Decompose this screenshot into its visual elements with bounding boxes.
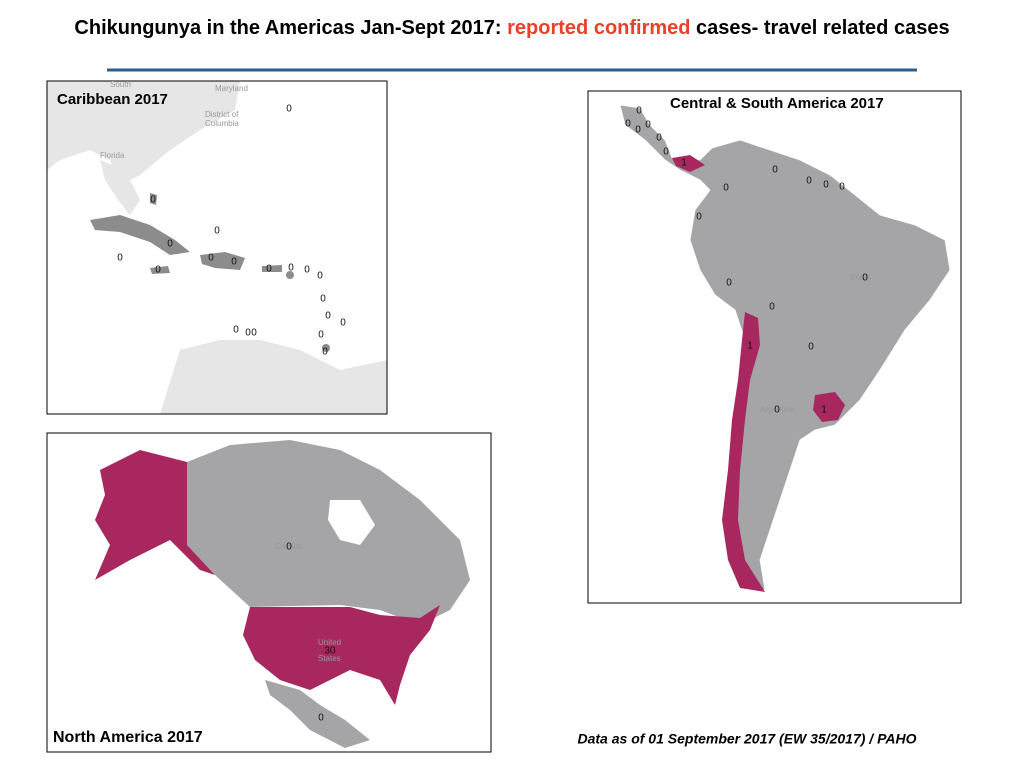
case-count: 0 <box>808 342 814 353</box>
south-america-map <box>587 90 962 604</box>
case-count: 0 <box>645 120 651 131</box>
place-name: South <box>110 80 131 89</box>
case-count: 0 <box>251 328 257 339</box>
place-name: Columbia <box>205 119 239 128</box>
place-name: United <box>318 638 341 647</box>
case-count: 0 <box>288 263 294 274</box>
case-count: 0 <box>318 713 324 724</box>
case-count: 0 <box>150 195 156 206</box>
case-count: 0 <box>214 226 220 237</box>
case-count: 0 <box>286 542 292 553</box>
panel-title: Caribbean 2017 <box>57 91 168 108</box>
place-name: Brazil <box>850 273 870 282</box>
case-count: 0 <box>155 265 161 276</box>
case-count: 0 <box>117 253 123 264</box>
case-count: 0 <box>317 271 323 282</box>
case-count: 0 <box>636 106 642 117</box>
case-count: 0 <box>167 239 173 250</box>
case-count: 0 <box>286 104 292 115</box>
case-count: 0 <box>233 325 239 336</box>
case-count: 0 <box>304 265 310 276</box>
caribbean-map <box>46 80 388 415</box>
case-count: 0 <box>772 165 778 176</box>
place-name: States <box>318 654 341 663</box>
case-count: 0 <box>266 264 272 275</box>
case-count: 0 <box>862 273 868 284</box>
case-count: 0 <box>656 133 662 144</box>
case-count: 0 <box>322 347 328 358</box>
place-name: Canada <box>275 542 304 551</box>
place-name: Argentina <box>760 405 795 414</box>
case-count: 0 <box>774 405 780 416</box>
case-count: 0 <box>318 330 324 341</box>
case-count: 30 <box>324 646 336 657</box>
place-name: Maryland <box>215 84 248 93</box>
footnote: Data as of 01 September 2017 (EW 35/2017… <box>578 731 917 747</box>
case-count: 0 <box>625 119 631 130</box>
case-count: 0 <box>231 257 237 268</box>
panel-frame <box>46 80 388 415</box>
panel-title: Central & South America 2017 <box>670 95 884 112</box>
case-count: 1 <box>681 158 687 169</box>
case-count: 0 <box>769 302 775 313</box>
case-count: 0 <box>340 318 346 329</box>
case-count: 0 <box>839 182 845 193</box>
case-count: 0 <box>806 176 812 187</box>
case-count: 1 <box>747 341 753 352</box>
case-count: 1 <box>821 405 827 416</box>
case-count: 0 <box>726 278 732 289</box>
place-name: District of <box>205 110 239 119</box>
title-highlight: reported confirmed <box>507 17 690 39</box>
case-count: 0 <box>696 212 702 223</box>
case-count: 0 <box>635 125 641 136</box>
panel-title: North America 2017 <box>53 729 203 746</box>
case-count: 0 <box>823 180 829 191</box>
place-name: Florida <box>100 151 125 160</box>
title-part: Chikungunya in the Americas Jan-Sept 201… <box>74 17 507 39</box>
case-count: 0 <box>208 253 214 264</box>
case-count: 0 <box>245 328 251 339</box>
title-part: cases- travel related cases <box>691 17 950 39</box>
case-count: 0 <box>663 147 669 158</box>
case-count: 0 <box>723 183 729 194</box>
case-count: 0 <box>325 311 331 322</box>
case-count: 0 <box>320 294 326 305</box>
north-america-map <box>46 432 492 753</box>
title: Chikungunya in the Americas Jan-Sept 201… <box>74 17 949 39</box>
